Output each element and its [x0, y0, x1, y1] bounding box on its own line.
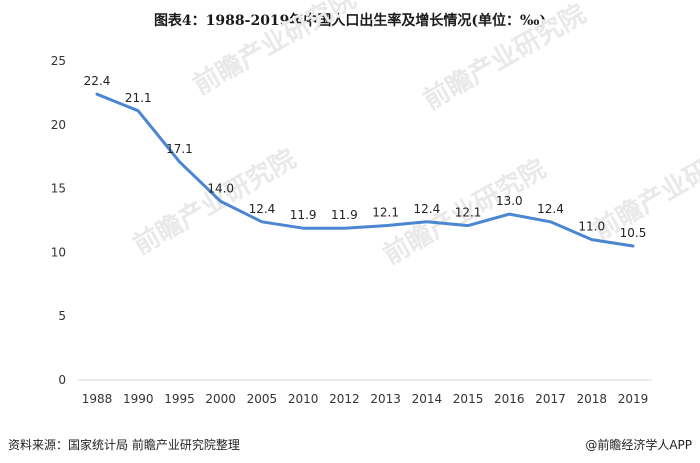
x-tick-label: 2005	[247, 392, 278, 406]
x-tick-label: 2017	[535, 392, 566, 406]
x-tick-label: 2014	[412, 392, 443, 406]
y-tick-label: 10	[51, 245, 66, 259]
y-tick-label: 0	[58, 373, 66, 387]
x-tick-label: 2015	[453, 392, 484, 406]
data-label: 12.4	[249, 202, 276, 216]
credit-note: @前瞻经济学人APP	[585, 438, 692, 452]
data-label: 10.5	[620, 226, 647, 240]
chart-title: 图表4：1988-2019年中国人口出生率及增长情况(单位：‰)	[153, 13, 547, 29]
x-tick-label: 2010	[288, 392, 319, 406]
x-tick-label: 1995	[164, 392, 195, 406]
x-axis: 1988 1990 1995 2000 2005 2010 2012 2013 2014 2015…	[78, 379, 652, 406]
data-label: 14.0	[207, 181, 234, 195]
x-tick-label: 2016	[494, 392, 525, 406]
data-label: 11.9	[290, 208, 317, 222]
y-tick-label: 5	[58, 309, 66, 323]
data-label: 12.1	[372, 206, 399, 220]
x-tick-label: 2018	[576, 392, 607, 406]
x-tick-label: 2019	[618, 392, 649, 406]
source-note: 资料来源：国家统计局 前瞻产业研究院整理	[8, 438, 240, 452]
watermark-text: 前瞻产业研究院	[418, 0, 591, 116]
x-tick-label: 1988	[82, 392, 113, 406]
y-tick-label: 15	[51, 182, 66, 196]
y-axis: 0 5 10 15 20 25	[51, 54, 66, 387]
y-tick-label: 20	[51, 118, 66, 132]
plot-area: 22.4 21.1 17.1 14.0 12.4 11.9 11.9 12.1 12.4 12.1…	[84, 74, 647, 248]
data-label: 22.4	[84, 74, 111, 88]
data-label: 11.0	[578, 220, 605, 234]
data-label: 17.1	[166, 142, 193, 156]
data-label: 12.1	[455, 206, 482, 220]
data-label: 12.4	[413, 202, 440, 216]
x-tick-label: 2012	[329, 392, 360, 406]
x-tick-label: 2000	[205, 392, 236, 406]
series-line	[95, 92, 635, 248]
x-tick-label: 2013	[370, 392, 401, 406]
x-tick-label: 1990	[123, 392, 154, 406]
y-tick-label: 25	[51, 54, 66, 68]
data-label: 13.0	[496, 194, 523, 208]
watermark-text: 前瞻产业研究院	[188, 0, 361, 101]
data-label: 11.9	[331, 208, 358, 222]
data-label: 12.4	[537, 202, 564, 216]
data-label: 21.1	[125, 91, 152, 105]
